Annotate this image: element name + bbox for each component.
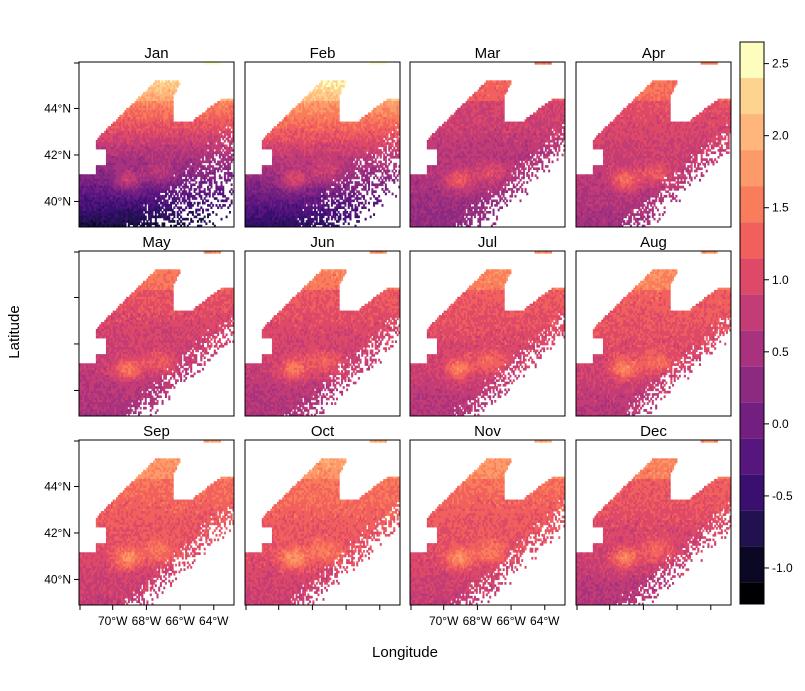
- panel-title: Jun: [310, 234, 334, 251]
- y-tick-label: 44°N: [44, 101, 71, 115]
- panel-jun: Jun: [245, 234, 400, 416]
- panel-jul: Jul: [410, 234, 565, 416]
- colorbar-swatch: [740, 366, 764, 402]
- panel-title: Jul: [478, 234, 497, 251]
- panel-may: May: [74, 234, 234, 416]
- panel-title: Dec: [640, 423, 667, 440]
- panel-title: May: [142, 234, 171, 251]
- colorbar-swatch: [740, 582, 764, 604]
- panel-title: Sep: [143, 423, 170, 440]
- y-axis-label: Latitude: [6, 305, 23, 358]
- colorbar-tick-label: 2.0: [772, 129, 789, 143]
- panel-oct: Oct: [245, 423, 400, 610]
- colorbar-swatch: [740, 222, 764, 258]
- colorbar-tick-label: 0.0: [772, 417, 789, 431]
- y-tick-label: 40°N: [44, 194, 71, 208]
- colorbar-tick-label: -0.5: [772, 489, 793, 503]
- colorbar-swatch: [740, 438, 764, 474]
- panel-title: Jan: [144, 45, 168, 62]
- panel-jan: Jan 44°N 42°N 40°N: [44, 45, 234, 227]
- panel-feb: Feb: [245, 45, 400, 227]
- y-tick-label: 40°N: [44, 572, 71, 586]
- colorbar-swatch: [740, 150, 764, 186]
- colorbar-tick-label: 0.5: [772, 345, 789, 359]
- colorbar-swatch: [740, 330, 764, 366]
- colorbar-tick-label: 2.5: [772, 57, 789, 71]
- colorbar-tick-label: 1.5: [772, 201, 789, 215]
- x-tick-label: 68°W: [132, 614, 162, 628]
- y-tick-label: 42°N: [44, 526, 71, 540]
- colorbar-swatch: [740, 186, 764, 222]
- x-tick-label: 70°W: [429, 614, 459, 628]
- x-axis-label: Longitude: [372, 644, 438, 661]
- panel-title: Oct: [311, 423, 335, 440]
- panel-title: Feb: [310, 45, 336, 62]
- colorbar-swatch: [740, 546, 764, 582]
- x-tick-label: 70°W: [98, 614, 128, 628]
- colorbar-swatch: [740, 78, 764, 114]
- x-tick-label: 66°W: [496, 614, 526, 628]
- y-tick-label: 44°N: [44, 479, 71, 493]
- y-tick-label: 42°N: [44, 148, 71, 162]
- panel-aug: Aug: [576, 234, 731, 416]
- x-tick-label: 64°W: [530, 614, 560, 628]
- panel-apr: Apr: [576, 45, 731, 227]
- colorbar-swatch: [740, 42, 764, 78]
- panel-title: Aug: [640, 234, 667, 251]
- colorbar-swatch: [740, 510, 764, 546]
- panel-title: Mar: [475, 45, 501, 62]
- panel-nov: Nov 70°W 68°W 66°W 64°W: [410, 423, 565, 628]
- colorbar-tick-label: 1.0: [772, 273, 789, 287]
- panel-title: Apr: [642, 45, 665, 62]
- colorbar-swatch: [740, 114, 764, 150]
- panel-sep: Sep 44°N 42°N 40°N 70°W 68°W 66°W 64°W: [44, 423, 234, 628]
- x-tick-label: 68°W: [463, 614, 493, 628]
- colorbar-swatch: [740, 474, 764, 510]
- colorbar-swatch: [740, 402, 764, 438]
- panel-dec: Dec: [576, 423, 731, 610]
- x-tick-label: 64°W: [199, 614, 229, 628]
- panel-title: Nov: [474, 423, 501, 440]
- colorbar-tick-label: -1.0: [772, 561, 793, 575]
- colorbar-swatch: [740, 294, 764, 330]
- colorbar-swatch: [740, 258, 764, 294]
- x-tick-label: 66°W: [165, 614, 195, 628]
- colorbar: -1.0 -0.5 0.0 0.5 1.0 1.5 2.0 2.5: [740, 42, 793, 604]
- panel-mar: Mar: [410, 45, 565, 227]
